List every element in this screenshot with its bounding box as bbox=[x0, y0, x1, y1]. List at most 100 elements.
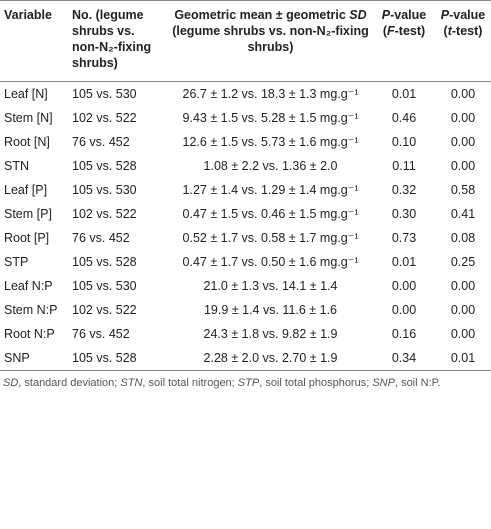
data-table: Variable No. (legume shrubs vs. non-N₂-fi… bbox=[0, 0, 491, 371]
table-row: SNP 105 vs. 528 2.28 ± 2.0 vs. 2.70 ± 1.9 0… bbox=[0, 346, 491, 371]
table-cell: 76 vs. 452 bbox=[72, 135, 130, 149]
table-cell: 0.00 bbox=[391, 303, 417, 317]
text-segment: , soil total phosphorus; bbox=[259, 377, 373, 389]
table-row: Stem [P] 102 vs. 522 0.47 ± 1.5 vs. 0.46 ±… bbox=[0, 202, 491, 226]
table-cell: 26.7 ± 1.2 vs. 18.3 ± 1.3 mg.g⁻¹ bbox=[182, 87, 359, 101]
table-row: STN 105 vs. 528 1.08 ± 2.2 vs. 1.36 ± 2.0 0… bbox=[0, 154, 491, 178]
table-cell: 0.00 bbox=[450, 303, 476, 317]
table-cell: Stem [P] bbox=[4, 207, 52, 221]
text-segment: SNP bbox=[372, 377, 395, 389]
table-cell: 102 vs. 522 bbox=[72, 111, 137, 125]
table-cell: 0.01 bbox=[391, 87, 417, 101]
table-cell: STN bbox=[4, 159, 29, 173]
table-cell: 0.10 bbox=[391, 135, 417, 149]
header-cell: Geometric mean ± geometric SD (legume sh… bbox=[168, 1, 373, 82]
table-cell: 2.28 ± 2.0 vs. 2.70 ± 1.9 bbox=[203, 351, 338, 365]
table-cell: Leaf [N] bbox=[4, 87, 48, 101]
table-row: Root [P] 76 vs. 452 0.52 ± 1.7 vs. 0.58 ± … bbox=[0, 226, 491, 250]
text-segment: P bbox=[381, 8, 391, 22]
text-segment: Variable bbox=[4, 8, 52, 22]
text-segment: , soil total nitrogen; bbox=[142, 377, 238, 389]
table-cell: 1.27 ± 1.4 vs. 1.29 ± 1.4 mg.g⁻¹ bbox=[182, 183, 359, 197]
table-cell: Leaf [P] bbox=[4, 183, 48, 197]
table-cell: 0.01 bbox=[450, 351, 476, 365]
table-cell: 0.73 bbox=[391, 231, 417, 245]
table-cell: 105 vs. 528 bbox=[72, 351, 137, 365]
table-row: Stem N:P 102 vs. 522 19.9 ± 1.4 vs. 11.6 ±… bbox=[0, 298, 491, 322]
table-cell: 9.43 ± 1.5 vs. 5.28 ± 1.5 mg.g⁻¹ bbox=[182, 111, 359, 125]
table-cell: 76 vs. 452 bbox=[72, 231, 130, 245]
table-cell: Stem N:P bbox=[4, 303, 58, 317]
table-cell: 0.34 bbox=[391, 351, 417, 365]
table-cell: Root N:P bbox=[4, 327, 55, 341]
table-cell: 105 vs. 530 bbox=[72, 87, 137, 101]
table-cell: 0.58 bbox=[450, 183, 476, 197]
text-segment: -value ( bbox=[443, 8, 486, 38]
table-cell: 0.46 bbox=[391, 111, 417, 125]
table-row: Leaf N:P 105 vs. 530 21.0 ± 1.3 vs. 14.1 ±… bbox=[0, 274, 491, 298]
text-segment: STN bbox=[120, 377, 143, 389]
text-segment: No. (legume shrubs vs. non-N₂-fixing shr… bbox=[72, 8, 152, 70]
table-cell: 0.25 bbox=[450, 255, 476, 269]
table-cell: 0.41 bbox=[450, 207, 476, 221]
table-cell: 105 vs. 528 bbox=[72, 255, 137, 269]
text-segment: STP bbox=[237, 377, 260, 389]
table-cell: 0.30 bbox=[391, 207, 417, 221]
table-cell: 0.00 bbox=[450, 135, 476, 149]
footnote: SD, standard deviation; STN, soil total … bbox=[0, 371, 491, 395]
text-segment: SD bbox=[3, 377, 19, 389]
text-segment: (legume shrubs vs. non-N₂-fixing shrubs) bbox=[172, 24, 369, 54]
table-cell: 76 vs. 452 bbox=[72, 327, 130, 341]
table-cell: 0.00 bbox=[450, 159, 476, 173]
table-cell: 105 vs. 528 bbox=[72, 159, 137, 173]
table-cell: 0.08 bbox=[450, 231, 476, 245]
text-segment: , soil N:P. bbox=[394, 377, 441, 389]
text-segment: -test) bbox=[394, 24, 426, 38]
table-cell: Leaf N:P bbox=[4, 279, 53, 293]
table-cell: 0.47 ± 1.7 vs. 0.50 ± 1.6 mg.g⁻¹ bbox=[182, 255, 359, 269]
table-body: Leaf [N] 105 vs. 530 26.7 ± 1.2 vs. 18.3 ±… bbox=[0, 82, 491, 371]
table-cell: Root [P] bbox=[4, 231, 50, 245]
table-cell: Stem [N] bbox=[4, 111, 53, 125]
table-cell: 0.00 bbox=[450, 111, 476, 125]
table-cell: 105 vs. 530 bbox=[72, 183, 137, 197]
table-cell: 0.00 bbox=[391, 279, 417, 293]
header-cell: No. (legume shrubs vs. non-N₂-fixing shr… bbox=[68, 1, 168, 82]
table-cell: 24.3 ± 1.8 vs. 9.82 ± 1.9 bbox=[203, 327, 338, 341]
text-segment: Geometric mean ± geometric bbox=[174, 8, 350, 22]
table-cell: 19.9 ± 1.4 vs. 11.6 ± 1.6 bbox=[203, 303, 337, 317]
header-row: Variable No. (legume shrubs vs. non-N₂-fi… bbox=[0, 0, 491, 82]
table-cell: 102 vs. 522 bbox=[72, 303, 137, 317]
table-cell: SNP bbox=[4, 351, 30, 365]
text-segment: , standard deviation; bbox=[18, 377, 121, 389]
table-cell: 105 vs. 530 bbox=[72, 279, 137, 293]
table-row: Root [N] 76 vs. 452 12.6 ± 1.5 vs. 5.73 ± … bbox=[0, 130, 491, 154]
table-cell: 0.00 bbox=[450, 327, 476, 341]
table-row: Leaf [N] 105 vs. 530 26.7 ± 1.2 vs. 18.3 ±… bbox=[0, 82, 491, 107]
text-segment: -value ( bbox=[382, 8, 427, 38]
table-cell: Root [N] bbox=[4, 135, 50, 149]
table-cell: 0.11 bbox=[392, 159, 416, 173]
table-cell: 1.08 ± 2.2 vs. 1.36 ± 2.0 bbox=[203, 159, 338, 173]
text-segment: t bbox=[447, 24, 452, 38]
text-segment: SD bbox=[349, 8, 367, 22]
table-row: Root N:P 76 vs. 452 24.3 ± 1.8 vs. 9.82 ± … bbox=[0, 322, 491, 346]
table-cell: 0.16 bbox=[391, 327, 417, 341]
table-row: Leaf [P] 105 vs. 530 1.27 ± 1.4 vs. 1.29 ±… bbox=[0, 178, 491, 202]
table-cell: 0.00 bbox=[450, 87, 476, 101]
table-cell: STP bbox=[4, 255, 29, 269]
table-row: STP 105 vs. 528 0.47 ± 1.7 vs. 0.50 ± 1.6 … bbox=[0, 250, 491, 274]
text-segment: P bbox=[440, 8, 450, 22]
table-cell: 0.01 bbox=[391, 255, 417, 269]
table-cell: 102 vs. 522 bbox=[72, 207, 137, 221]
table-row: Stem [N] 102 vs. 522 9.43 ± 1.5 vs. 5.28 ±… bbox=[0, 106, 491, 130]
table-cell: 21.0 ± 1.3 vs. 14.1 ± 1.4 bbox=[203, 279, 338, 293]
table-cell: 0.32 bbox=[391, 183, 417, 197]
header-cell: Variable bbox=[0, 1, 68, 82]
table-cell: 0.47 ± 1.5 vs. 0.46 ± 1.5 mg.g⁻¹ bbox=[182, 207, 359, 221]
table-header: Variable No. (legume shrubs vs. non-N₂-fi… bbox=[0, 0, 491, 82]
header-cell: P-value (F-test) bbox=[373, 1, 435, 82]
text-segment: -test) bbox=[451, 24, 483, 38]
table-cell: 12.6 ± 1.5 vs. 5.73 ± 1.6 mg.g⁻¹ bbox=[182, 135, 359, 149]
